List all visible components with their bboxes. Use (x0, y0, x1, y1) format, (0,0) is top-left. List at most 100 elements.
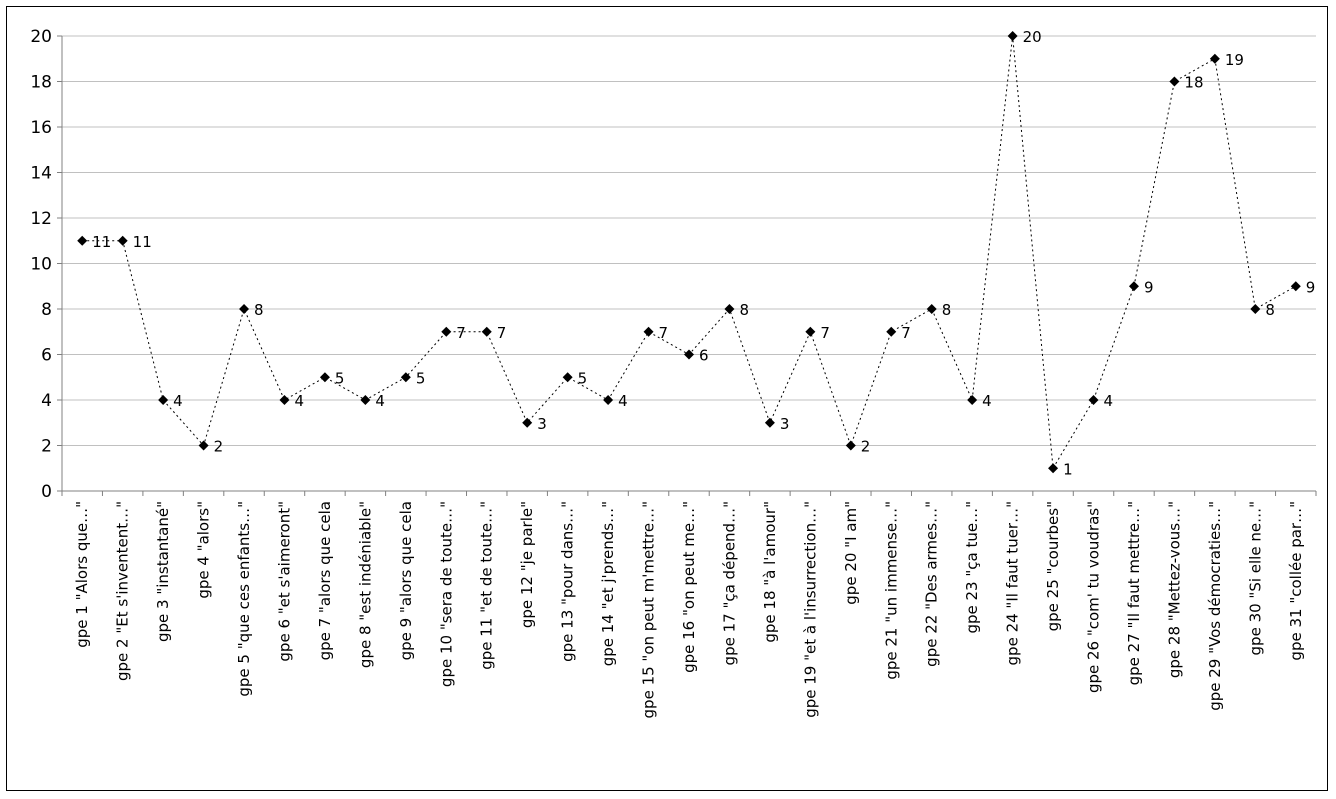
data-point (1128, 281, 1139, 292)
data-label: 8 (254, 301, 264, 319)
data-point (239, 304, 250, 314)
data-label: 7 (820, 324, 830, 342)
y-tick-label: 4 (41, 391, 52, 411)
data-point (319, 372, 330, 383)
y-tick-label: 0 (41, 482, 52, 502)
x-tick-labels: gpe 1 "Alors que…" gpe 2 "Et s'inventent…… (73, 501, 1305, 718)
data-point (805, 326, 816, 337)
data-label: 3 (780, 415, 790, 433)
x-tick-label: gpe 22 "Des armes…" (923, 501, 941, 667)
data-point (158, 395, 169, 405)
x-tick-label: gpe 19 "et à l'insurrection…" (801, 501, 819, 718)
y-tick-label: 6 (41, 346, 52, 366)
y-tick-label: 2 (41, 437, 52, 457)
data-label: 18 (1184, 74, 1203, 92)
x-tick-label: gpe 6 "et s'aimeront" (275, 501, 293, 662)
data-point (198, 440, 209, 451)
data-point (1290, 281, 1301, 292)
y-tick-label: 18 (30, 73, 52, 93)
y-tick-label: 20 (30, 27, 52, 47)
series-line (82, 35, 1297, 470)
x-tick-label: gpe 3 "instantané" (154, 501, 172, 642)
chart-frame (6, 6, 1328, 791)
x-tick-label: gpe 12 "je parle" (518, 501, 536, 628)
data-point (522, 417, 533, 428)
data-point (845, 440, 856, 451)
x-tick-label: gpe 9 "alors que cela (397, 501, 415, 660)
data-label: 7 (659, 324, 669, 342)
data-label: 4 (375, 392, 385, 410)
data-label: 11 (92, 233, 111, 251)
data-point (643, 326, 654, 337)
data-point (441, 326, 452, 337)
x-tick-label: gpe 14 "et j'prends…" (599, 501, 617, 666)
x-tick-label: gpe 16 "on peut me…" (680, 501, 698, 673)
data-label: 20 (1023, 28, 1042, 46)
data-point (562, 372, 573, 383)
data-label: 4 (982, 392, 992, 410)
y-tick-label: 8 (41, 300, 52, 320)
axes (57, 35, 1317, 496)
data-point (117, 235, 128, 246)
x-tick-label: gpe 26 "com' tu voudras" (1085, 501, 1103, 693)
x-tick-label: gpe 13 "pour dans…" (559, 501, 577, 662)
data-markers (77, 31, 1301, 474)
data-label: 8 (942, 301, 952, 319)
x-tick-label: gpe 25 "courbes" (1044, 501, 1062, 631)
data-point (400, 372, 411, 383)
data-label: 8 (739, 301, 749, 319)
data-label: 5 (416, 369, 426, 387)
series-line-group (82, 35, 1297, 470)
data-point (967, 395, 978, 405)
data-labels: 11 11 4 2 8 4 5 4 5 7 7 3 5 4 7 6 8 3 7 2 7 8 4 20 1 4 9 18 19 8 9 (92, 28, 1315, 478)
x-tick-label: gpe 11 "et de toute…" (478, 501, 496, 670)
data-point (926, 304, 937, 314)
y-tick-label: 12 (30, 209, 52, 229)
data-point (1048, 463, 1059, 474)
data-label: 4 (173, 392, 183, 410)
y-tick-label: 16 (30, 118, 52, 138)
data-label: 8 (1265, 301, 1275, 319)
data-label: 4 (618, 392, 628, 410)
data-point (77, 235, 88, 246)
x-tick-label: gpe 30 "Si elle ne…" (1246, 501, 1264, 655)
data-label: 6 (699, 347, 709, 365)
data-label: 4 (1104, 392, 1114, 410)
data-point (1088, 395, 1099, 405)
x-tick-label: gpe 20 "I am" (842, 501, 860, 605)
data-label: 9 (1306, 278, 1316, 296)
data-label: 19 (1225, 51, 1244, 69)
x-tick-label: gpe 28 "Mettez-vous…" (1165, 501, 1183, 678)
data-point (886, 326, 897, 337)
x-tick-label: gpe 17 "ça dépend…" (720, 501, 738, 665)
data-label: 11 (133, 233, 152, 251)
x-tick-label: gpe 10 "sera de toute…" (437, 501, 455, 687)
y-tick-label: 14 (30, 164, 52, 184)
x-tick-label: gpe 24 "Il faut tuer…" (1004, 501, 1022, 665)
data-point (360, 395, 371, 405)
data-label: 2 (214, 438, 224, 456)
data-label: 1 (1063, 460, 1073, 478)
y-tick-label: 10 (30, 255, 52, 275)
x-tick-label: gpe 8 "est indéniable" (356, 501, 374, 668)
x-tick-label: gpe 31 "collée par…" (1287, 501, 1305, 661)
data-label: 7 (456, 324, 466, 342)
x-tick-label: gpe 4 "alors" (195, 501, 213, 599)
x-tick-label: gpe 7 "alors que cela (316, 501, 334, 660)
x-tick-label: gpe 2 "Et s'inventent…" (114, 501, 132, 681)
data-label: 7 (901, 324, 911, 342)
data-point (279, 395, 290, 405)
x-tick-label: gpe 27 "Il faut mettre…" (1125, 501, 1143, 685)
data-point (1169, 76, 1180, 87)
data-label: 9 (1144, 278, 1154, 296)
data-point (684, 349, 694, 360)
data-point (481, 326, 492, 337)
data-label: 4 (294, 392, 304, 410)
gridlines (62, 35, 1316, 446)
x-tick-label: gpe 21 "un immense…" (882, 501, 900, 680)
data-point (1209, 53, 1220, 64)
data-point (603, 395, 614, 405)
x-tick-label: gpe 5 "que ces enfants…" (235, 501, 253, 697)
data-label: 3 (537, 415, 547, 433)
